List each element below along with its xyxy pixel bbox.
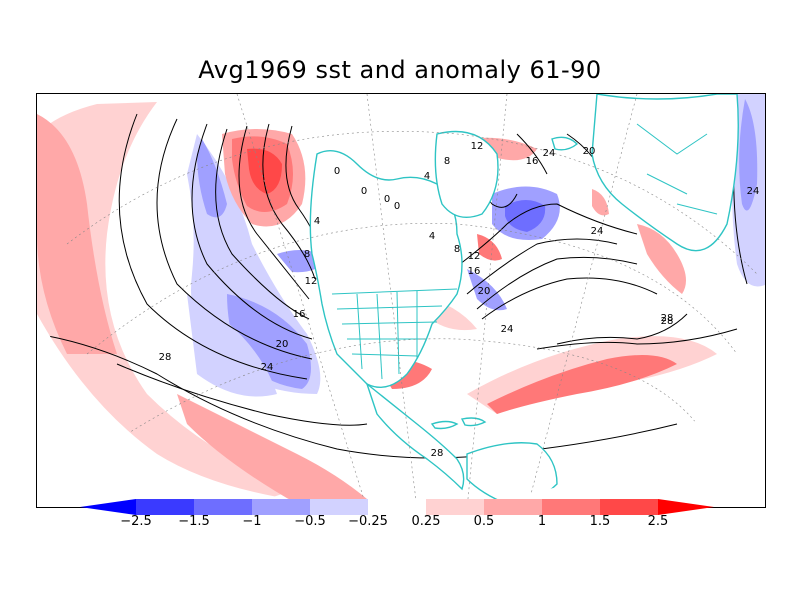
contour-label: 0 [361, 186, 367, 197]
colorbar-segment [426, 499, 484, 515]
contour-label: 16 [293, 309, 306, 320]
graticule [66, 94, 758, 507]
contour-label: 20 [478, 286, 491, 297]
contour-label: 20 [276, 339, 289, 350]
contour-label: 4 [424, 171, 430, 182]
contour-label: 28 [159, 352, 172, 363]
contour-label: 24 [591, 226, 604, 237]
contour-label: 24 [261, 362, 274, 373]
colorbar-segment [542, 499, 600, 515]
contour-label: 20 [583, 146, 596, 157]
colorbar-tick-label: 1.5 [589, 514, 611, 529]
contour-label: 16 [468, 266, 481, 277]
coastlines [309, 94, 739, 505]
shaded-field [37, 94, 765, 507]
colorbar-tick-label: 2.5 [647, 514, 669, 529]
anomaly-region-positive [592, 189, 609, 216]
colorbar-segment [310, 499, 368, 515]
contour-label: 24 [543, 148, 556, 159]
contour-label: 28 [661, 313, 674, 324]
contour-label: 16 [526, 156, 539, 167]
contour-label: 8 [444, 156, 450, 167]
anomaly-region-positive [477, 234, 502, 261]
anomaly-region-negative [197, 139, 227, 218]
colorbar-tick-label: 1 [537, 514, 547, 529]
contour-label: 28 [661, 316, 674, 327]
contour-labels: 2824201612840000481216202428282424201612… [159, 141, 760, 459]
colorbar-segment [368, 499, 426, 515]
contour-label: 8 [304, 249, 310, 260]
map-title: Avg1969 sst and anomaly 61-90 [198, 56, 602, 84]
colorbar-segment [194, 499, 252, 515]
anomaly-region-negative [739, 99, 758, 211]
colorbar-tick-label: −0.5 [294, 514, 326, 529]
anomaly-region-negative [467, 269, 507, 311]
contour-label: 12 [471, 141, 484, 152]
colorbar-segment [252, 499, 310, 515]
colorbar [80, 499, 714, 515]
sst-anomaly-map: 2824201612840000481216202428282424201612… [37, 94, 765, 507]
colorbar-segment [80, 499, 136, 515]
contour-label: 8 [454, 244, 460, 255]
contour-label: 4 [314, 216, 320, 227]
contour-label: 12 [468, 251, 481, 262]
colorbar-segment [136, 499, 194, 515]
anomaly-region-positive [247, 148, 282, 194]
contour-label: 24 [747, 186, 760, 197]
anomaly-region-positive [637, 224, 686, 294]
contour-label: 24 [501, 324, 514, 335]
colorbar-tick-label: −1.5 [178, 514, 210, 529]
anomaly-region-positive [37, 114, 117, 354]
colorbar-tick-label: −0.25 [348, 514, 388, 529]
anomaly-region-positive [487, 355, 677, 414]
anomaly-region-negative [187, 294, 277, 397]
colorbar-tick-label: −1 [242, 514, 262, 529]
contour-label: 0 [384, 194, 390, 205]
colorbar-segment [484, 499, 542, 515]
colorbar-segment [658, 499, 714, 515]
contour-label: 4 [429, 231, 435, 242]
anomaly-region-positive [177, 394, 367, 504]
colorbar-tick-label: 0.25 [411, 514, 441, 529]
contour-label: 28 [431, 448, 444, 459]
political-boundaries [331, 123, 718, 380]
colorbar-segment [600, 499, 658, 515]
contour-label: 0 [334, 166, 340, 177]
contour-label: 12 [305, 276, 318, 287]
colorbar-tick-label: 0.5 [473, 514, 495, 529]
map-panel: 2824201612840000481216202428282424201612… [36, 93, 766, 508]
colorbar-tick-label: −2.5 [120, 514, 152, 529]
contour-label: 0 [394, 201, 400, 212]
